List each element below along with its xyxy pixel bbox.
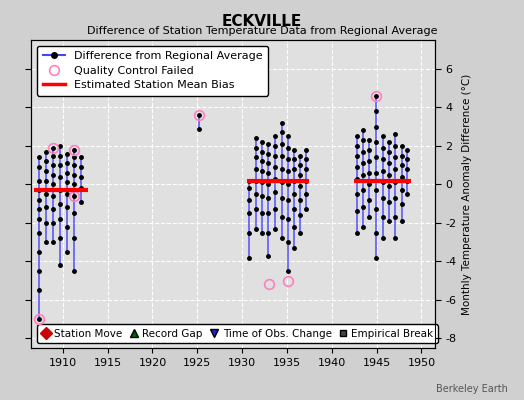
Text: Difference of Station Temperature Data from Regional Average: Difference of Station Temperature Data f… (87, 26, 437, 36)
Text: Berkeley Earth: Berkeley Earth (436, 384, 508, 394)
Text: ECKVILLE: ECKVILLE (222, 14, 302, 29)
Y-axis label: Monthly Temperature Anomaly Difference (°C): Monthly Temperature Anomaly Difference (… (462, 73, 472, 315)
Legend: Station Move, Record Gap, Time of Obs. Change, Empirical Break: Station Move, Record Gap, Time of Obs. C… (37, 324, 438, 343)
